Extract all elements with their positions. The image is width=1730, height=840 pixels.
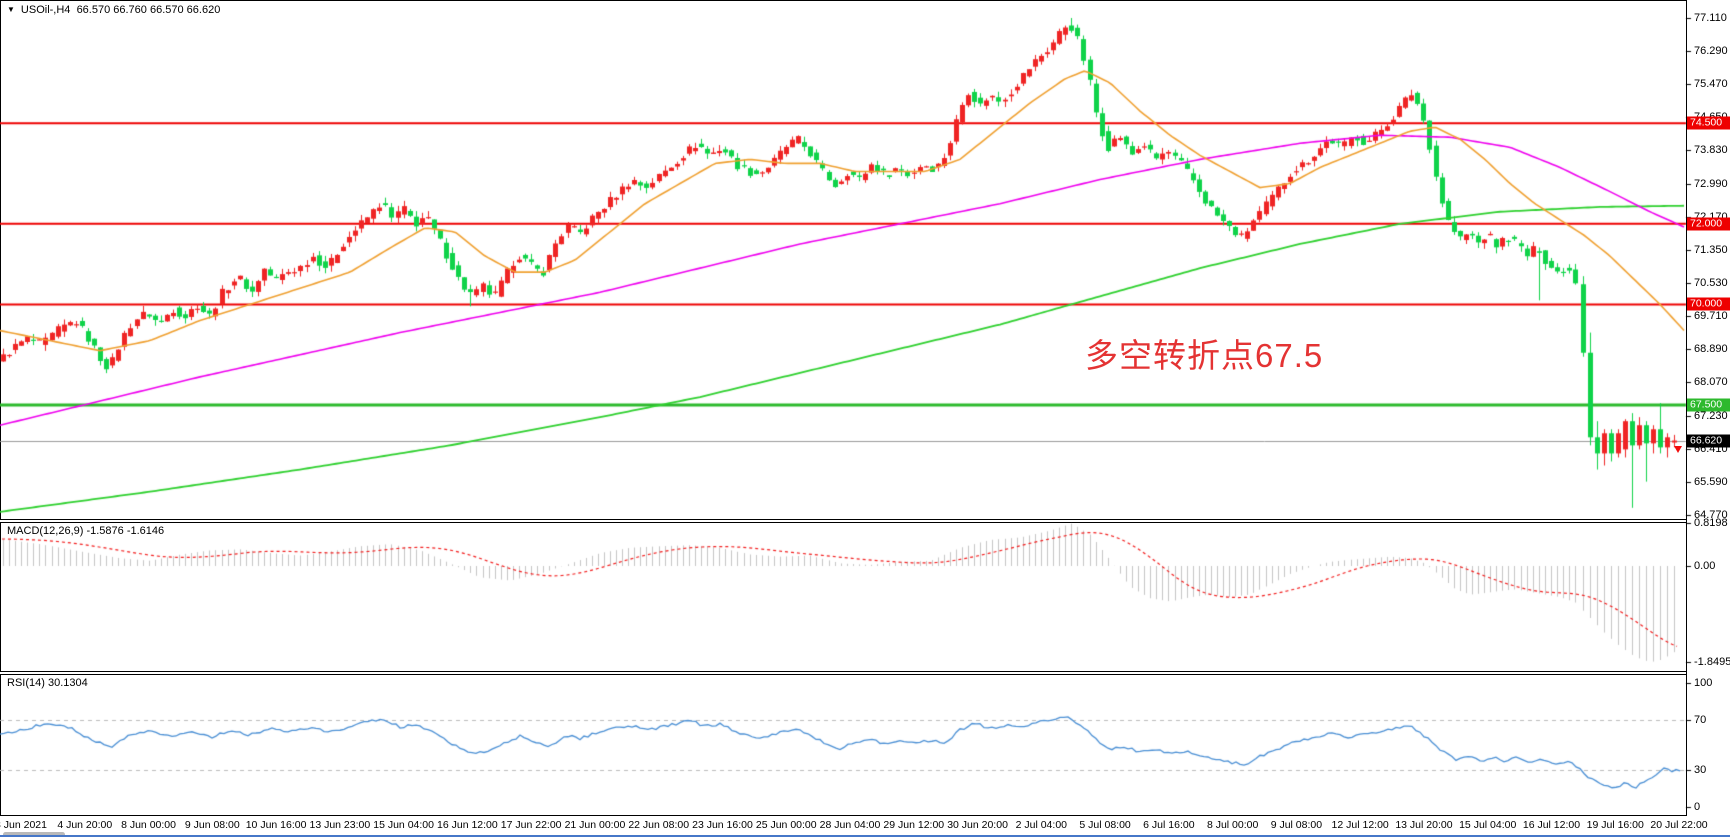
annotation-text[interactable]: 多空转折点67.5 <box>1085 337 1324 374</box>
time-tick-label: 17 Jun 22:00 <box>500 819 562 831</box>
time-tick-label: 20 Jul 22:00 <box>1650 819 1708 831</box>
rsi-tick-label: 70 <box>1694 714 1707 727</box>
price-tick-label: 72.990 <box>1694 177 1728 190</box>
time-tick-label: 23 Jun 16:00 <box>692 819 753 831</box>
time-tick-label: 15 Jun 04:00 <box>373 819 434 831</box>
price-tick-label: 69.710 <box>1694 310 1728 323</box>
time-tick-label: 13 Jun 23:00 <box>309 819 371 831</box>
macd-indicator-label: MACD(12,26,9) -1.5876 -1.6146 <box>7 525 165 537</box>
time-tick-label: 10 Jun 16:00 <box>245 819 307 831</box>
price-level-badge: 70.000 <box>1687 297 1730 311</box>
price-tick-label: 70.530 <box>1694 277 1728 290</box>
rsi-indicator-label: RSI(14) 30.1304 <box>7 677 88 689</box>
time-tick-label: 28 Jun 04:00 <box>819 819 881 831</box>
time-tick-label: 9 Jun 08:00 <box>184 819 240 831</box>
time-tick-label: 2 Jul 04:00 <box>1015 819 1067 831</box>
price-tick-label: 71.350 <box>1694 244 1728 256</box>
time-tick-label: 5 Jul 08:00 <box>1079 819 1131 831</box>
macd-tick-label: 0.8198 <box>1694 517 1728 530</box>
ohlc-values: 66.570 66.760 66.570 66.620 <box>76 4 221 16</box>
price-tick-label: 75.470 <box>1694 78 1728 91</box>
time-tick-label: 4 Jun 20:00 <box>57 819 113 831</box>
time-tick-label: 3 Jun 2021 <box>0 819 47 831</box>
time-tick-label: 25 Jun 00:00 <box>755 819 817 831</box>
time-tick-label: 8 Jul 00:00 <box>1206 819 1259 831</box>
time-tick-label: 16 Jul 12:00 <box>1522 819 1581 831</box>
price-level-badge: 67.500 <box>1687 398 1730 412</box>
price-tick-label: 73.830 <box>1694 144 1728 157</box>
price-down-arrow-icon <box>1674 446 1682 453</box>
price-tick-label: 76.290 <box>1694 45 1728 58</box>
time-tick-label: 16 Jun 12:00 <box>437 819 498 831</box>
chart-header: ▼ USOil-,H4 66.570 66.760 66.570 66.620 <box>7 4 220 16</box>
scrollbar-thumb[interactable] <box>3 832 65 837</box>
macd-tick-label: 0.00 <box>1694 560 1716 572</box>
price-tick-label: 68.070 <box>1694 376 1728 389</box>
time-tick-label: 21 Jun 00:00 <box>564 819 626 831</box>
price-level-badge: 66.620 <box>1687 434 1730 448</box>
time-tick-label: 9 Jul 08:00 <box>1270 819 1323 831</box>
price-level-badge: 74.500 <box>1687 116 1730 130</box>
price-tick-label: 64.770 <box>1694 509 1728 522</box>
window-bottom-edge <box>0 835 1730 837</box>
price-tick-label: 68.890 <box>1694 343 1728 356</box>
rsi-tick-label: 0 <box>1694 801 1701 813</box>
price-axis-line <box>1686 0 1687 816</box>
price-tick-label: 67.230 <box>1694 409 1728 422</box>
time-tick-label: 30 Jun 20:00 <box>947 819 1008 831</box>
macd-tick-label: -1.8495 <box>1694 656 1730 669</box>
time-tick-label: 29 Jun 12:00 <box>883 819 945 831</box>
symbol-period-label: USOil-,H4 <box>20 4 71 16</box>
time-tick-label: 6 Jul 16:00 <box>1143 819 1195 831</box>
time-tick-label: 19 Jul 16:00 <box>1586 819 1644 831</box>
time-tick-label: 22 Jun 08:00 <box>628 819 690 831</box>
symbol-dropdown-icon[interactable]: ▼ <box>7 5 15 14</box>
price-level-badge: 72.000 <box>1687 217 1730 231</box>
time-tick-label: 8 Jun 00:00 <box>121 819 176 831</box>
rsi-tick-label: 100 <box>1694 677 1713 689</box>
rsi-tick-label: 30 <box>1694 763 1707 776</box>
time-tick-label: 15 Jul 04:00 <box>1459 819 1517 831</box>
price-tick-label: 65.590 <box>1694 476 1728 489</box>
price-tick-label: 77.110 <box>1694 12 1727 24</box>
time-tick-label: 12 Jul 12:00 <box>1331 819 1389 831</box>
time-tick-label: 13 Jul 20:00 <box>1395 819 1453 831</box>
